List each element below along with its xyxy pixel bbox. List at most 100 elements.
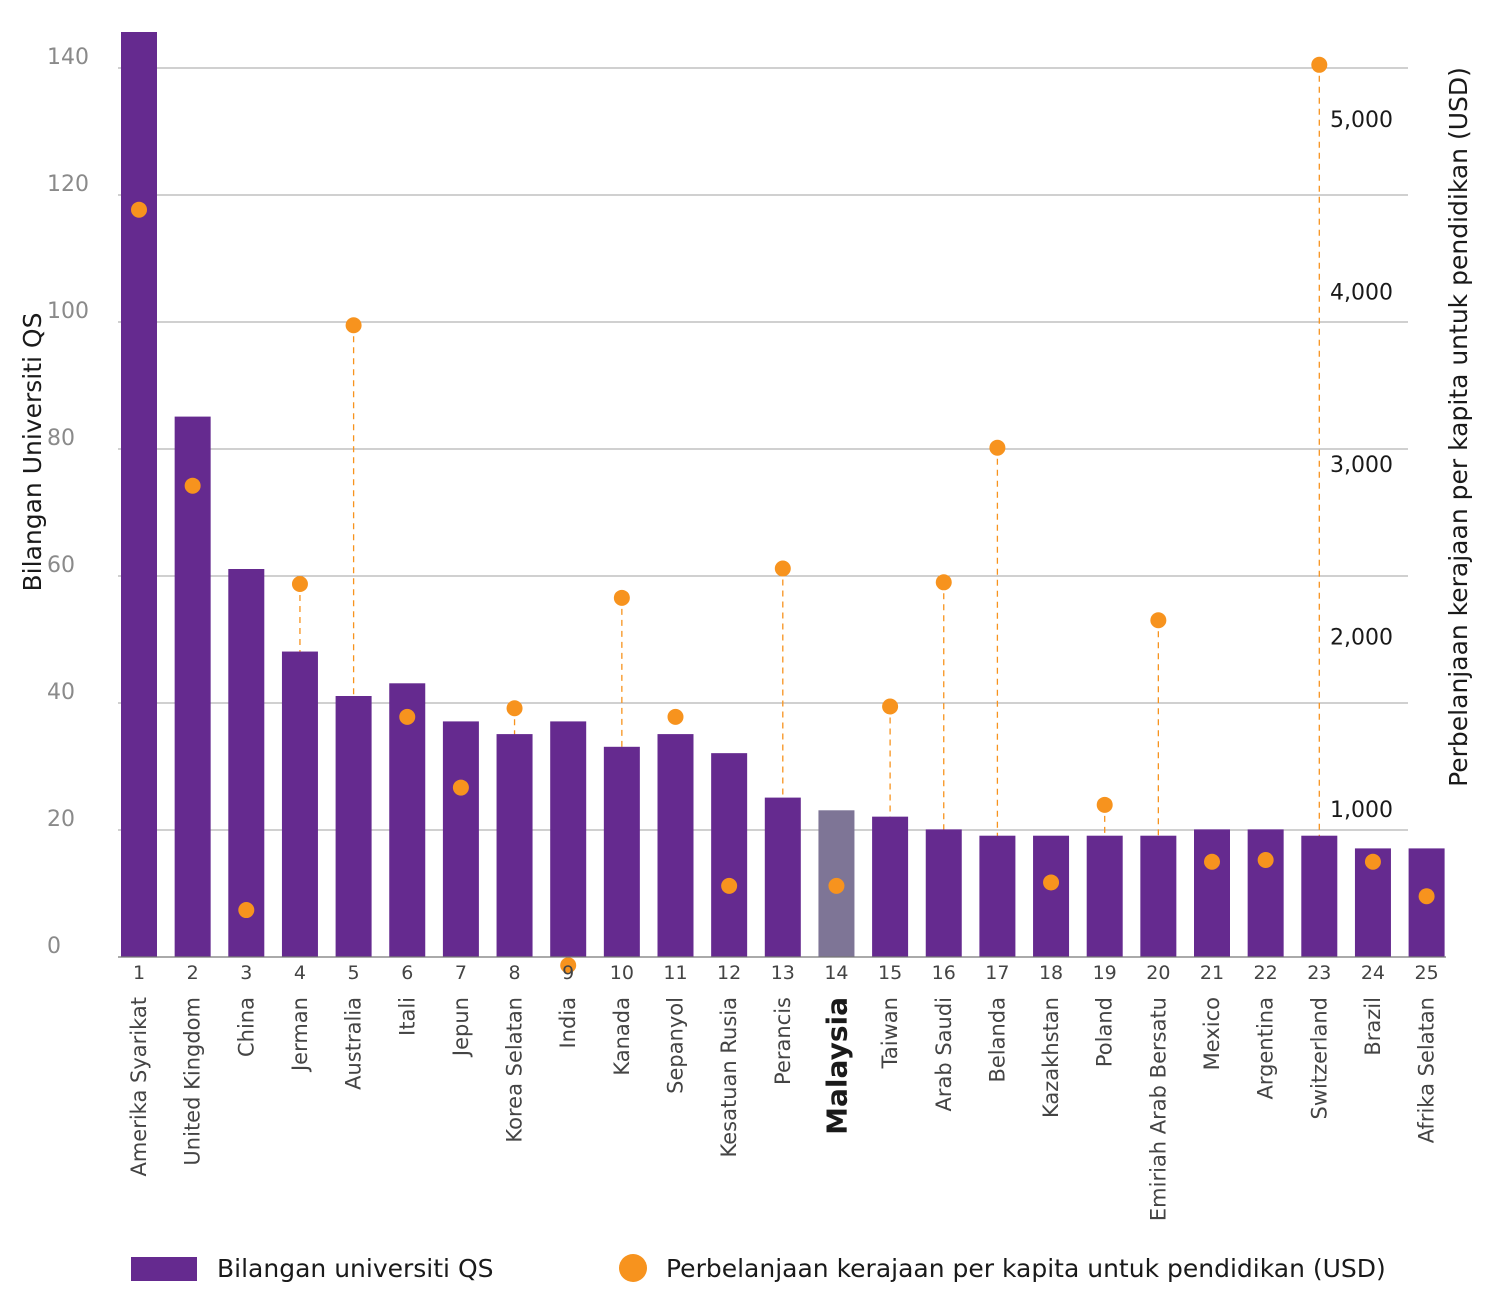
bar-23 xyxy=(1301,835,1338,957)
dot-10 xyxy=(613,589,630,606)
spending-dots xyxy=(131,56,1435,974)
legend-dot-swatch xyxy=(619,1254,647,1282)
category-label: Belanda xyxy=(985,997,1009,1083)
category-label: Emiriah Arab Bersatu xyxy=(1146,997,1170,1221)
left-tick-label: 120 xyxy=(47,172,89,197)
left-tick-label: 140 xyxy=(47,45,89,70)
bar-8 xyxy=(496,734,533,957)
dot-12 xyxy=(721,877,738,894)
rank-label: 16 xyxy=(932,962,956,984)
dot-19 xyxy=(1096,796,1113,813)
left-tick-label: 40 xyxy=(47,680,75,705)
legend-dot-label: Perbelanjaan kerajaan per kapita untuk p… xyxy=(666,1254,1386,1283)
rank-label: 6 xyxy=(401,962,413,984)
dot-1 xyxy=(131,201,147,218)
right-tick-label: 4,000 xyxy=(1330,281,1393,306)
dot-4 xyxy=(291,576,308,593)
bar-15 xyxy=(872,816,909,957)
category-label: Argentina xyxy=(1254,997,1278,1099)
rank-label: 12 xyxy=(717,962,741,984)
bar-5 xyxy=(335,696,372,957)
category-label: Jepun xyxy=(449,997,473,1058)
dot-21 xyxy=(1204,853,1220,870)
category-label: Taiwan xyxy=(878,997,902,1069)
rank-label: 7 xyxy=(455,962,467,984)
category-label: Malaysia xyxy=(820,997,853,1135)
category-label: Korea Selatan xyxy=(503,997,527,1143)
category-label: Australia xyxy=(342,997,366,1090)
dot-8 xyxy=(506,700,523,717)
dot-3 xyxy=(238,902,255,919)
rank-label: 2 xyxy=(187,962,199,984)
rank-label: 14 xyxy=(824,962,848,984)
dot-9 xyxy=(560,957,577,974)
dot-20 xyxy=(1150,612,1167,629)
rank-label: 22 xyxy=(1254,962,1278,984)
legend: Bilangan universiti QS Perbelanjaan kera… xyxy=(131,1254,1386,1283)
bar-3 xyxy=(228,569,265,957)
left-tick-label: 80 xyxy=(47,426,75,451)
rank-label: 20 xyxy=(1146,962,1170,984)
bar-19 xyxy=(1086,835,1123,957)
dot-11 xyxy=(667,708,684,725)
right-tick-label: 3,000 xyxy=(1330,453,1393,478)
spending-stems xyxy=(299,64,1320,848)
left-tick-label: 0 xyxy=(47,934,61,959)
dot-6 xyxy=(399,708,416,725)
left-tick-label: 60 xyxy=(47,553,75,578)
rank-label: 10 xyxy=(610,962,634,984)
bar-10 xyxy=(603,746,640,957)
gridlines xyxy=(118,67,1408,831)
bar-4 xyxy=(281,651,318,957)
left-tick-label: 20 xyxy=(47,807,75,832)
category-label: Afrika Selatan xyxy=(1415,997,1439,1143)
bar-18 xyxy=(1033,835,1070,957)
category-label: United Kingdom xyxy=(181,997,205,1166)
left-axis-title: Bilangan Universiti QS xyxy=(18,313,47,592)
rank-label: 18 xyxy=(1039,962,1063,984)
category-label: Sepanyol xyxy=(664,997,688,1094)
dot-18 xyxy=(1043,874,1060,891)
bar-21 xyxy=(1194,829,1230,957)
dot-25 xyxy=(1418,888,1435,905)
rank-label: 9 xyxy=(562,962,574,984)
university-bars xyxy=(121,32,1445,958)
rank-label: 11 xyxy=(663,962,687,984)
category-label: Kesatuan Rusia xyxy=(717,997,741,1157)
dot-22 xyxy=(1257,852,1274,869)
dot-2 xyxy=(184,477,201,494)
category-label: Itali xyxy=(395,997,419,1036)
rank-label: 1 xyxy=(133,962,145,984)
rank-label: 4 xyxy=(294,962,306,984)
right-tick-label: 5,000 xyxy=(1330,108,1393,133)
category-label: Jerman xyxy=(288,997,312,1073)
rank-label: 5 xyxy=(348,962,360,984)
bar-13 xyxy=(764,797,801,957)
bar-9 xyxy=(550,721,587,957)
bar-2 xyxy=(174,416,211,958)
category-label: China xyxy=(234,997,258,1057)
category-label: Brazil xyxy=(1361,997,1385,1056)
bar-1 xyxy=(121,32,157,957)
category-label: Kazakhstan xyxy=(1039,997,1063,1118)
rank-label: 3 xyxy=(240,962,252,984)
category-label: Switzerland xyxy=(1307,997,1331,1120)
category-label: Perancis xyxy=(771,997,795,1085)
left-axis-ticks: 0 20 40 60 80 100 120 140 xyxy=(47,45,89,959)
rank-label: 19 xyxy=(1093,962,1117,984)
bar-7 xyxy=(442,721,479,957)
right-axis-ticks: 1,000 2,000 3,000 4,000 5,000 xyxy=(1330,108,1393,823)
rank-label: 24 xyxy=(1361,962,1385,984)
bar-20 xyxy=(1140,835,1177,957)
dot-23 xyxy=(1311,56,1328,73)
left-tick-label: 100 xyxy=(47,299,89,324)
bar-17 xyxy=(979,835,1016,957)
dot-5 xyxy=(345,317,362,334)
legend-bar-label: Bilangan universiti QS xyxy=(217,1254,494,1283)
bar-6 xyxy=(389,683,426,957)
rank-label: 13 xyxy=(771,962,795,984)
bar-11 xyxy=(657,734,694,957)
category-label: India xyxy=(556,997,580,1049)
x-axis-labels: 1 Amerika Syarikat 2 United Kingdom 3 China 4 J… xyxy=(127,962,1439,1221)
